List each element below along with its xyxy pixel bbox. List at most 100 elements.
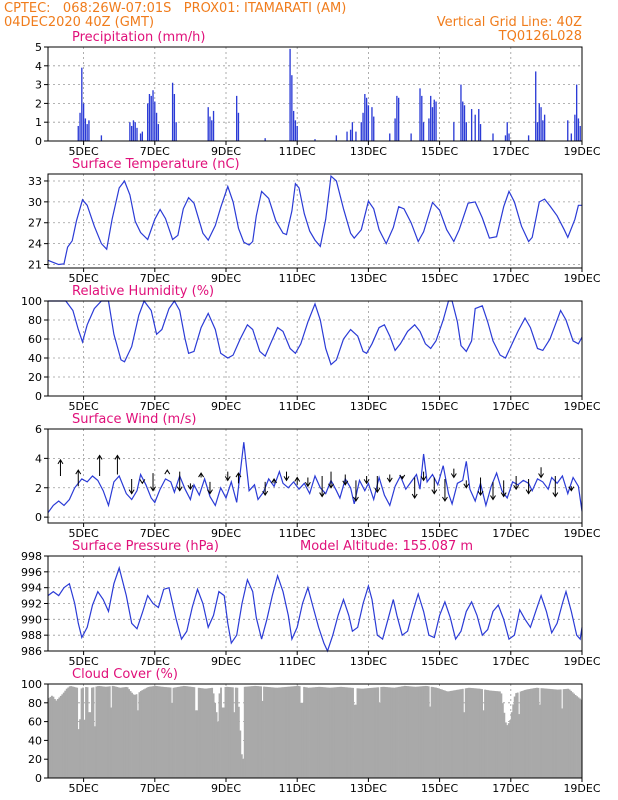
wind-arrow — [235, 472, 242, 484]
cloud-bar — [350, 687, 353, 778]
cloud-bar — [387, 687, 390, 778]
cloud-bar — [175, 687, 178, 778]
y-tick-label: 994 — [21, 582, 42, 595]
cloud-bar — [48, 698, 50, 778]
cloud-bar — [226, 686, 228, 778]
precip-bar — [367, 105, 370, 141]
cloud-bar — [230, 687, 233, 778]
wind-arrow — [319, 476, 326, 498]
precip-bar — [462, 101, 464, 141]
cloud-bar — [328, 687, 331, 778]
precip-bar — [335, 135, 338, 141]
cloud-bar — [323, 687, 326, 778]
y-tick-label: 0 — [35, 772, 42, 785]
cloud-bar — [264, 686, 267, 778]
cloud-bar — [292, 686, 295, 778]
y-tick-label: 1 — [35, 116, 42, 129]
y-tick-label: 0 — [35, 390, 42, 403]
cloud-bar — [389, 687, 392, 778]
precip-bar — [419, 88, 421, 141]
cloud-bar — [497, 691, 500, 778]
precip-bar — [470, 109, 473, 141]
cloud-bar — [214, 702, 217, 778]
x-tick-label: 7DEC — [140, 782, 170, 795]
cloud-bar — [485, 689, 488, 778]
cloud-bar — [438, 688, 440, 778]
cloud-bar — [291, 686, 294, 778]
x-tick-label: 19DEC — [563, 145, 600, 158]
cloud-bar — [365, 688, 368, 778]
relative-humidity-frame — [47, 300, 583, 397]
precip-bar — [504, 135, 507, 141]
wind-arrow — [139, 479, 146, 485]
cloud-bar — [503, 712, 506, 778]
precip-bar — [478, 109, 480, 141]
cloud-bar — [178, 686, 181, 778]
precip-bar — [82, 103, 85, 141]
cloud-bar — [82, 687, 84, 778]
cloud-bar — [335, 687, 338, 778]
wind-arrow — [411, 477, 418, 499]
surface-wind-m-s-frame — [47, 428, 583, 524]
precip-bar — [100, 135, 103, 141]
wind-arrow — [568, 486, 575, 492]
precip-bar — [155, 112, 158, 141]
cloud-bar — [283, 687, 286, 778]
cloud-bar — [301, 702, 304, 778]
cloud-bar — [53, 699, 56, 778]
cloud-bar — [91, 687, 93, 778]
precip-bar — [536, 122, 539, 141]
cloud-bar — [512, 704, 515, 778]
precip-bar — [389, 133, 391, 141]
cloud-bar — [168, 687, 171, 778]
cloud-bar — [369, 687, 372, 778]
cloud-bar — [196, 710, 199, 778]
wind-arrow — [442, 478, 448, 502]
x-tick-label: 11DEC — [279, 655, 316, 668]
cloud-bar — [516, 692, 519, 778]
cloud-bar — [506, 725, 509, 778]
cloud-bar — [571, 692, 574, 778]
cloud-bar — [298, 686, 301, 778]
wind-arrow — [164, 469, 171, 475]
cloud-bar — [257, 686, 260, 778]
cloud-bar — [395, 687, 397, 778]
cloud-bar — [102, 686, 105, 778]
cloud-bar — [260, 686, 262, 778]
surface-temperature-nc-panel: 21 24 27 30 33 5DEC 7DEC 9DEC 11DEC 13DEC 15DEC 17D… — [28, 157, 601, 285]
x-tick-label: 15DEC — [421, 527, 458, 540]
surface-wind-m-s-title: Surface Wind (m/s) — [72, 412, 196, 427]
cloud-bar — [277, 687, 280, 778]
cloud-bar — [150, 686, 153, 778]
cloud-bar — [405, 686, 408, 778]
cloud-bar — [203, 688, 206, 778]
cloud-bar — [80, 688, 83, 778]
cloud-bar — [432, 687, 435, 778]
cloud-bar — [77, 729, 80, 778]
cloud-bar — [180, 686, 182, 778]
header-line1-left: CPTEC: 068:26W-07:01S PROX01: ITAMARATI … — [4, 1, 347, 16]
y-tick-label: 4 — [35, 60, 42, 73]
x-tick-label: 5DEC — [69, 145, 99, 158]
y-tick-label: 100 — [21, 678, 42, 691]
cloud-bar — [451, 690, 454, 778]
cloud-bar — [343, 687, 346, 778]
precip-bar — [428, 118, 430, 141]
header-line2-right: Vertical Grid Line: 40Z — [436, 15, 582, 30]
precip-bar — [84, 118, 87, 141]
cloud-bar — [478, 688, 481, 778]
y-tick-label: 3 — [35, 79, 42, 92]
cloud-bar — [242, 758, 245, 778]
cloud-bar — [274, 687, 277, 778]
cloud-bar — [442, 690, 445, 778]
precip-bar — [527, 135, 530, 141]
cloud-bar — [221, 707, 224, 778]
cloud-bar — [473, 688, 476, 778]
cloud-bar — [251, 686, 254, 778]
cloud-bar — [430, 686, 433, 778]
cloud-bar — [353, 704, 356, 778]
cloud-bar — [436, 687, 439, 778]
wind-arrow — [224, 471, 231, 482]
wind-arrow — [463, 480, 470, 489]
cloud-bar — [228, 687, 231, 778]
